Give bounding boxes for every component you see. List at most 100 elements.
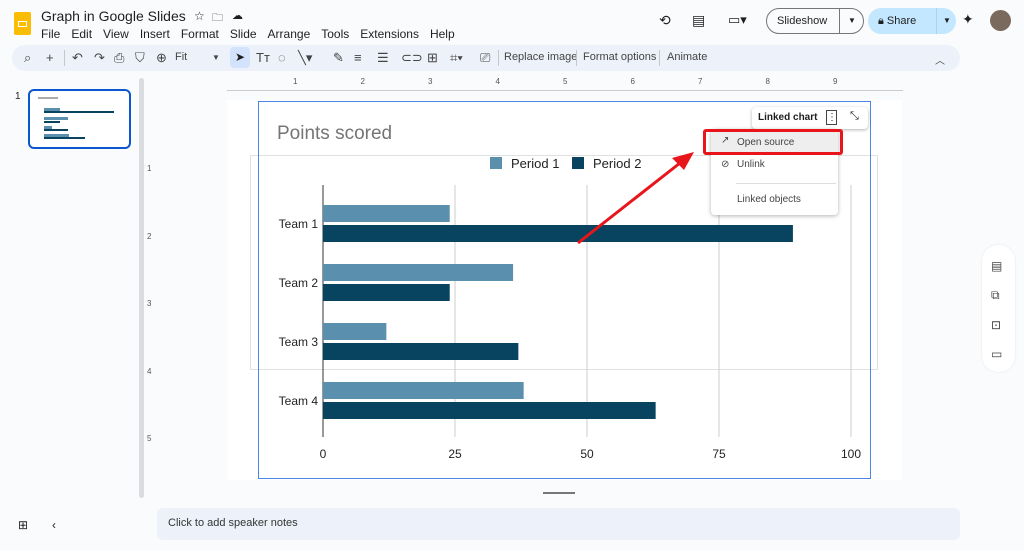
menu-help[interactable]: Help xyxy=(429,27,455,41)
print-icon[interactable]: ⎙ xyxy=(114,50,125,65)
format-options-button[interactable]: Format options xyxy=(583,51,657,63)
paint-format-icon[interactable]: ⛉ xyxy=(135,50,145,65)
document-title[interactable]: Graph in Google Slides xyxy=(41,8,186,24)
menu-file[interactable]: File xyxy=(41,27,61,41)
avatar[interactable] xyxy=(990,10,1011,31)
bar-period-2 xyxy=(323,284,450,301)
meet-icon[interactable]: ▭▾ xyxy=(728,12,747,27)
folder-side-icon[interactable]: ▭ xyxy=(991,347,1003,361)
folder-icon[interactable]: 🗀 xyxy=(212,12,223,24)
menu-divider xyxy=(736,183,836,184)
x-tick-label: 25 xyxy=(448,447,462,461)
toolbar xyxy=(12,45,960,71)
pen-icon[interactable]: ✎ xyxy=(333,50,344,65)
cloud-icon: ☁ xyxy=(232,10,243,22)
crop-icon[interactable]: ⌗▾ xyxy=(450,50,463,65)
zoom-icon[interactable]: ⊕ xyxy=(156,50,167,65)
shape-icon[interactable]: ◌ xyxy=(278,50,286,65)
collapse-toolbar-icon[interactable]: ︿ xyxy=(935,56,945,67)
menu-item-linked-objects[interactable]: Linked objects xyxy=(737,194,801,205)
grid-view-icon[interactable]: ⊞ xyxy=(18,518,29,532)
side-panel xyxy=(982,245,1015,372)
notes-resize-handle[interactable] xyxy=(543,492,575,494)
gemini-icon[interactable]: ✦ xyxy=(962,11,974,27)
redo-icon[interactable]: ↷ xyxy=(94,50,105,65)
notes-placeholder: Click to add speaker notes xyxy=(168,517,298,529)
linked-chart-menu: ↗ Open source ⊘ Unlink Linked objects xyxy=(711,129,838,215)
legend-label: Period 1 xyxy=(511,156,559,171)
slides-logo[interactable] xyxy=(14,12,31,35)
menu-item-unlink[interactable]: ⊘ Unlink xyxy=(711,159,838,179)
filmstrip-scrollbar[interactable] xyxy=(139,78,144,498)
ruler-tick: 3 xyxy=(147,299,152,308)
replace-image-button[interactable]: Replace image xyxy=(504,51,578,63)
bar-period-2 xyxy=(323,225,793,242)
x-tick-label: 75 xyxy=(712,447,726,461)
menu-view[interactable]: View xyxy=(103,27,129,41)
more-options-button[interactable]: ⋮ xyxy=(826,110,837,125)
ruler-tick: 2 xyxy=(147,231,152,241)
select-tool[interactable]: ➤ xyxy=(230,47,250,68)
keep-icon[interactable]: ⧉ xyxy=(991,288,1000,302)
border-dash-icon[interactable]: ☰ xyxy=(377,50,389,65)
undo-icon[interactable]: ↶ xyxy=(72,50,83,65)
comment-add-icon[interactable]: ⊞ xyxy=(427,50,438,65)
ruler-tick: 9 xyxy=(833,77,838,86)
menu-arrange[interactable]: Arrange xyxy=(267,27,311,41)
slideshow-dropdown[interactable]: ▼ xyxy=(839,9,856,33)
legend-swatch xyxy=(490,157,502,169)
line-icon[interactable]: ╲▾ xyxy=(298,50,313,65)
animate-button[interactable]: Animate xyxy=(667,51,708,63)
chart-selection-box[interactable] xyxy=(258,101,871,479)
replace-image-icon[interactable]: ⎚ xyxy=(480,50,491,65)
slideshow-button[interactable]: Slideshow ▼ xyxy=(766,8,864,34)
collapse-filmstrip-icon[interactable]: ‹ xyxy=(52,518,56,532)
legend-swatch xyxy=(572,157,584,169)
divider xyxy=(498,50,499,66)
search-icon[interactable]: ⌕ xyxy=(24,50,32,65)
menu-slide[interactable]: Slide xyxy=(229,27,257,41)
menu-edit[interactable]: Edit xyxy=(71,27,93,41)
chart-title: Points scored xyxy=(277,123,392,144)
star-icon[interactable]: ☆ xyxy=(194,9,205,23)
zoom-dropdown-icon[interactable]: ▼ xyxy=(212,53,220,62)
menu-format[interactable]: Format xyxy=(180,27,219,41)
menu-insert[interactable]: Insert xyxy=(139,27,170,41)
ruler-tick: 1 xyxy=(147,164,152,173)
text-box-icon[interactable]: Tт xyxy=(256,50,270,65)
bar-period-1 xyxy=(323,205,450,222)
category-label: Team 3 xyxy=(279,335,319,349)
unlink-collapse-icon[interactable]: ⤡ xyxy=(850,110,859,122)
bar-period-2 xyxy=(323,402,656,419)
tasks-icon[interactable]: ⊡ xyxy=(991,318,1002,332)
zoom-select[interactable]: Fit xyxy=(175,51,188,63)
link-icon[interactable]: ⊂⊃ xyxy=(401,50,423,65)
comment-icon[interactable]: ▤ xyxy=(692,12,706,28)
menu-tools[interactable]: Tools xyxy=(321,27,350,41)
ruler-tick: 4 xyxy=(495,77,500,86)
x-tick-label: 0 xyxy=(320,447,327,461)
divider xyxy=(576,50,577,66)
share-button[interactable]: 🔒︎ Share ▼ xyxy=(868,8,956,34)
menu-extensions[interactable]: Extensions xyxy=(360,27,419,41)
divider xyxy=(64,50,65,66)
slideshow-label: Slideshow xyxy=(777,15,828,27)
category-label: Team 2 xyxy=(279,276,319,290)
vertical-ruler: 1 2 3 4 5 xyxy=(145,100,157,480)
calendar-icon[interactable]: ▤ xyxy=(991,259,1003,273)
slide-thumbnail[interactable] xyxy=(28,89,131,149)
x-tick-label: 50 xyxy=(580,447,594,461)
divider xyxy=(659,50,660,66)
new-slide-icon[interactable]: + xyxy=(46,50,54,65)
share-dropdown[interactable]: ▼ xyxy=(936,8,951,34)
speaker-notes[interactable]: Click to add speaker notes xyxy=(157,508,960,540)
ruler-tick: 7 xyxy=(698,77,703,86)
legend-label: Period 2 xyxy=(593,156,641,171)
menu-item-open-source[interactable]: ↗ Open source xyxy=(711,132,838,152)
menu-bar: File Edit View Insert Format Slide Arrange Tool… xyxy=(41,25,466,43)
bar-period-1 xyxy=(323,323,387,340)
history-icon[interactable]: ⟲ xyxy=(659,12,671,28)
border-weight-icon[interactable]: ≡ xyxy=(354,50,362,65)
